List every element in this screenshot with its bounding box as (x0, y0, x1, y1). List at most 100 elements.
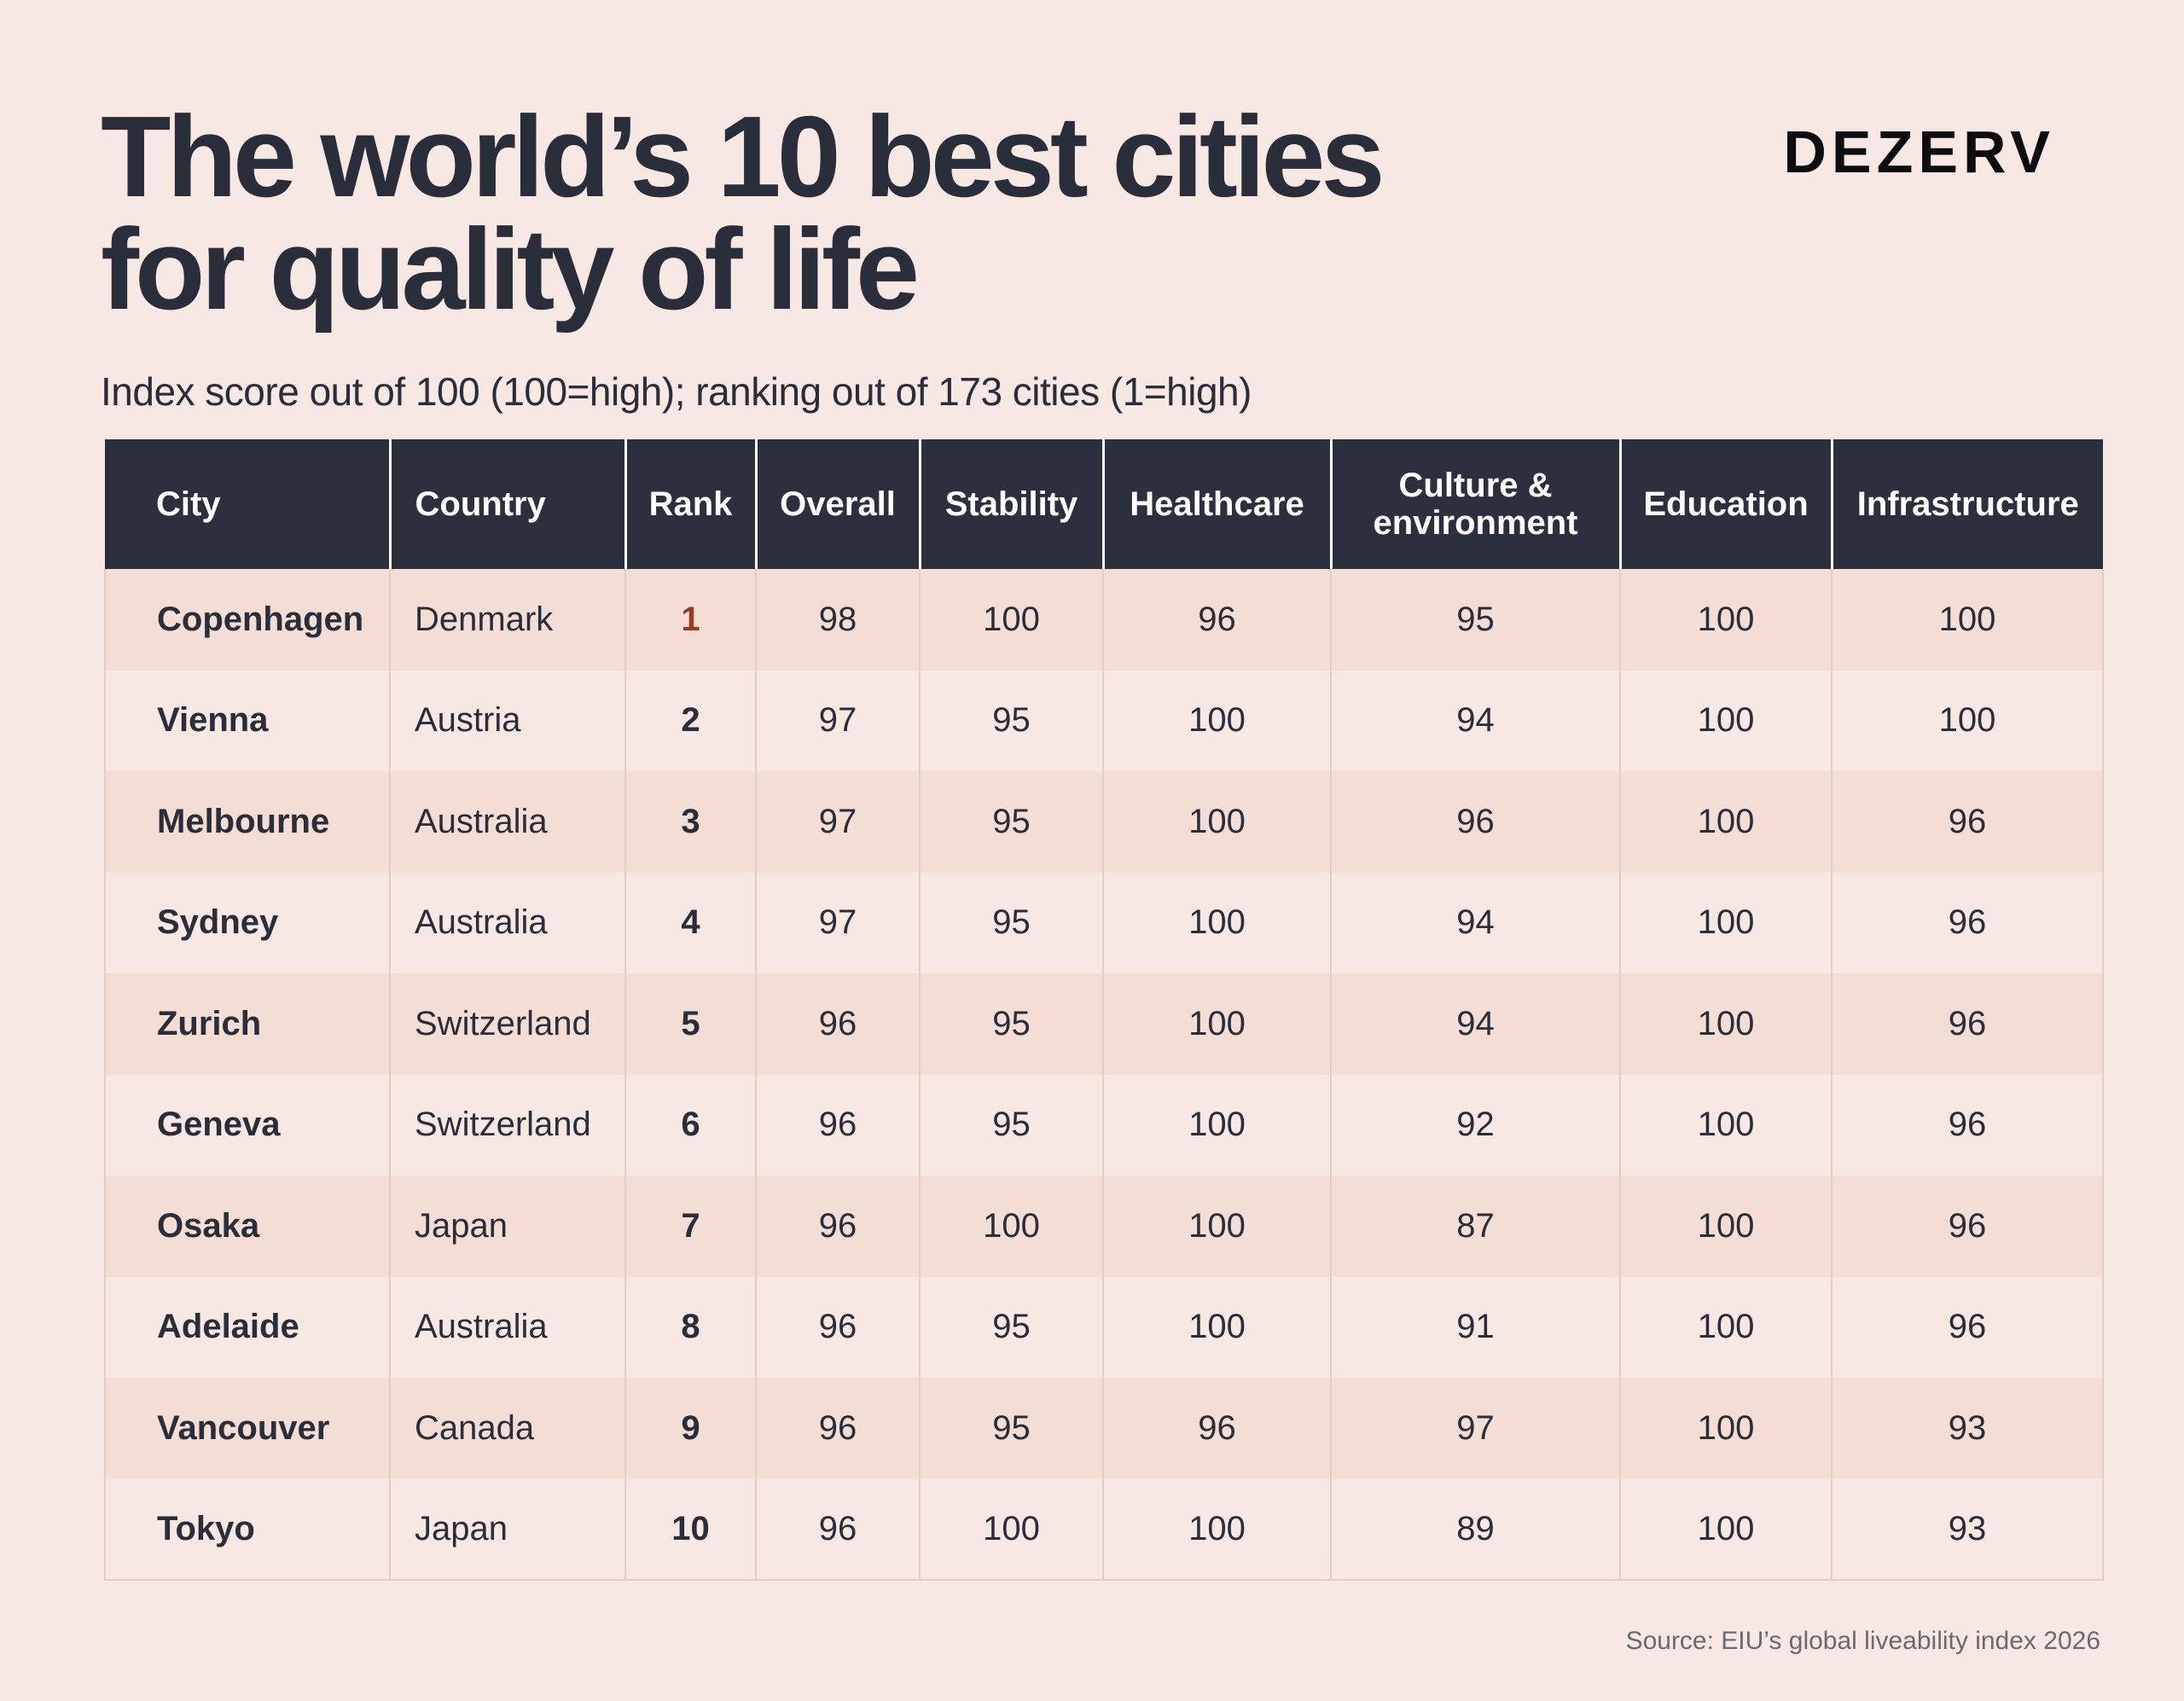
cell-overall: 97 (755, 771, 920, 873)
column-header-country: Country (388, 439, 625, 569)
cell-stability: 100 (919, 569, 1103, 671)
header-row: City Country Rank Overall Stability Healthcar… (105, 439, 2103, 569)
cell-stability: 95 (919, 670, 1103, 771)
table-row: Tokyo Japan 10 96 100 100 89 100 93 (104, 1478, 2104, 1581)
cell-stability: 100 (919, 1176, 1103, 1277)
cell-overall: 96 (755, 1074, 920, 1176)
cell-overall: 98 (755, 569, 920, 671)
cell-rank: 7 (624, 1176, 756, 1277)
table-row: Geneva Switzerland 6 96 95 100 92 100 96 (104, 1074, 2104, 1176)
cell-healthcare: 100 (1102, 771, 1331, 873)
cell-overall: 96 (755, 1276, 920, 1378)
cell-overall: 96 (755, 973, 920, 1075)
cell-rank: 10 (624, 1478, 756, 1581)
cell-country: Switzerland (389, 1074, 625, 1176)
cell-education: 100 (1619, 1478, 1832, 1581)
column-header-infrastructure: Infrastructure (1830, 439, 2103, 569)
table-row: Vancouver Canada 9 96 95 96 97 100 93 (104, 1378, 2104, 1479)
cell-rank: 8 (624, 1276, 756, 1378)
source-note: Source: EIU’s global liveability index 2… (1625, 1627, 2100, 1655)
column-header-rank: Rank (624, 439, 756, 569)
cell-education: 100 (1619, 569, 1832, 671)
table-body: Copenhagen Denmark 1 98 100 96 95 100 100 Vienna A… (104, 569, 2104, 1581)
cell-country: Japan (389, 1176, 625, 1277)
cell-overall: 97 (755, 872, 920, 973)
cell-infrastructure: 96 (1831, 872, 2104, 973)
cell-culture-and-environment: 94 (1330, 872, 1620, 973)
cell-city: Adelaide (104, 1276, 390, 1378)
cell-healthcare: 100 (1102, 1276, 1331, 1378)
cell-rank: 5 (624, 973, 756, 1075)
cell-culture-and-environment: 96 (1330, 771, 1620, 873)
cell-infrastructure: 96 (1831, 1276, 2104, 1378)
column-header-overall: Overall (754, 439, 920, 569)
table-row: Copenhagen Denmark 1 98 100 96 95 100 100 (104, 569, 2104, 671)
column-header-education: Education (1618, 439, 1832, 569)
cell-stability: 100 (919, 1478, 1103, 1581)
table-row: Vienna Austria 2 97 95 100 94 100 100 (104, 670, 2104, 771)
cell-infrastructure: 96 (1831, 1176, 2104, 1277)
cell-overall: 96 (755, 1478, 920, 1581)
cell-healthcare: 100 (1102, 872, 1331, 973)
dezerv-logo: DEZERV (1783, 119, 2055, 185)
cell-healthcare: 96 (1102, 569, 1331, 671)
rankings-table: City Country Rank Overall Stability Healthcar… (104, 439, 2104, 1581)
cell-culture-and-environment: 91 (1330, 1276, 1620, 1378)
table-row: Zurich Switzerland 5 96 95 100 94 100 96 (104, 973, 2104, 1075)
cell-infrastructure: 96 (1831, 1074, 2104, 1176)
cell-healthcare: 100 (1102, 973, 1331, 1075)
column-header-stability: Stability (918, 439, 1103, 569)
cell-country: Switzerland (389, 973, 625, 1075)
title-line-2: for quality of life (101, 205, 920, 334)
cell-country: Japan (389, 1478, 625, 1581)
cell-rank: 2 (624, 670, 756, 771)
column-header-culture-and-environment: Culture & environment (1329, 439, 1620, 569)
cell-culture-and-environment: 94 (1330, 973, 1620, 1075)
cell-stability: 95 (919, 1276, 1103, 1378)
cell-country: Australia (389, 1276, 625, 1378)
cell-education: 100 (1619, 1276, 1832, 1378)
column-header-healthcare: Healthcare (1101, 439, 1331, 569)
cell-city: Vienna (104, 670, 390, 771)
table-row: Osaka Japan 7 96 100 100 87 100 96 (104, 1176, 2104, 1277)
cell-culture-and-environment: 97 (1330, 1378, 1620, 1479)
cell-stability: 95 (919, 771, 1103, 873)
cell-education: 100 (1619, 1378, 1832, 1479)
cell-healthcare: 100 (1102, 1176, 1331, 1277)
cell-healthcare: 96 (1102, 1378, 1331, 1479)
cell-education: 100 (1619, 1176, 1832, 1277)
cell-stability: 95 (919, 973, 1103, 1075)
cell-stability: 95 (919, 1378, 1103, 1479)
cell-rank: 1 (624, 569, 756, 671)
cell-country: Australia (389, 771, 625, 873)
cell-healthcare: 100 (1102, 1074, 1331, 1176)
cell-country: Austria (389, 670, 625, 771)
cell-city: Zurich (104, 973, 390, 1075)
cell-city: Sydney (104, 872, 390, 973)
cell-city: Osaka (104, 1176, 390, 1277)
cell-country: Denmark (389, 569, 625, 671)
cell-culture-and-environment: 95 (1330, 569, 1620, 671)
cell-infrastructure: 93 (1831, 1378, 2104, 1479)
cell-country: Canada (389, 1378, 625, 1479)
cell-overall: 96 (755, 1176, 920, 1277)
title-line-1: The world’s 10 best cities (101, 92, 1385, 221)
cell-education: 100 (1619, 670, 1832, 771)
table-row: Melbourne Australia 3 97 95 100 96 100 96 (104, 771, 2104, 873)
cell-culture-and-environment: 89 (1330, 1478, 1620, 1581)
cell-city: Melbourne (104, 771, 390, 873)
chart-subtitle: Index score out of 100 (100=high); ranki… (101, 369, 1252, 414)
cell-infrastructure: 96 (1831, 973, 2104, 1075)
cell-infrastructure: 100 (1831, 670, 2104, 771)
cell-country: Australia (389, 872, 625, 973)
cell-infrastructure: 96 (1831, 771, 2104, 873)
cell-rank: 3 (624, 771, 756, 873)
table-header: City Country Rank Overall Stability Healthcar… (105, 439, 2103, 569)
cell-overall: 97 (755, 670, 920, 771)
cell-education: 100 (1619, 973, 1832, 1075)
column-header-city: City (105, 439, 390, 569)
cell-healthcare: 100 (1102, 670, 1331, 771)
cell-culture-and-environment: 87 (1330, 1176, 1620, 1277)
rankings-table-container: City Country Rank Overall Stability Healthcar… (104, 439, 2104, 1581)
cell-education: 100 (1619, 771, 1832, 873)
